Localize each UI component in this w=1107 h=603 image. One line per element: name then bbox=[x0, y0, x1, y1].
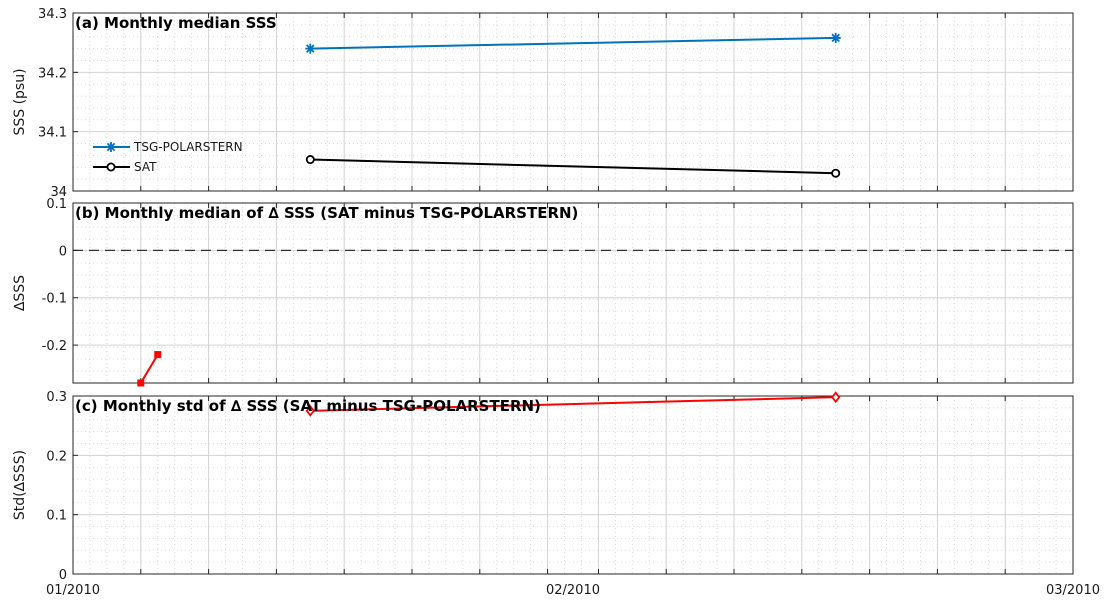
y-tick-label: 0 bbox=[59, 568, 67, 583]
marker-square bbox=[137, 379, 145, 387]
y-tick-label: 0.1 bbox=[46, 509, 67, 524]
series-line bbox=[310, 36, 836, 50]
x-tick-label: 03/2010 bbox=[1046, 583, 1100, 598]
marker-circle bbox=[106, 162, 116, 172]
marker-asterisk bbox=[830, 32, 841, 43]
y-tick-label: -0.1 bbox=[42, 292, 67, 307]
marker-diamond bbox=[831, 391, 841, 404]
series-line bbox=[310, 158, 836, 175]
marker-circle bbox=[305, 155, 315, 165]
marker-circle bbox=[831, 168, 841, 178]
y-tick-label: 0.1 bbox=[46, 197, 67, 212]
y-tick-label: 34.2 bbox=[38, 66, 67, 81]
x-tick-label: 01/2010 bbox=[46, 583, 100, 598]
series-2 bbox=[305, 155, 841, 178]
series-1 bbox=[305, 32, 841, 54]
y-tick-label: 34.3 bbox=[38, 7, 67, 22]
panel-title: (a) Monthly median SSS bbox=[75, 14, 277, 32]
y-tick-label: 0.2 bbox=[46, 449, 67, 464]
y-tick-label: 0.3 bbox=[46, 390, 67, 405]
y-axis-label: Std(∆SSS) bbox=[12, 450, 28, 520]
legend-label: TSG-POLARSTERN bbox=[133, 140, 243, 154]
series-line bbox=[310, 396, 836, 412]
legend-label: SAT bbox=[134, 160, 157, 174]
y-axis-label: ∆SSS bbox=[12, 275, 28, 312]
axes-box bbox=[72, 395, 1074, 575]
marker-asterisk bbox=[106, 142, 116, 152]
legend: TSG-POLARSTERN SAT bbox=[93, 140, 243, 174]
plot-area bbox=[73, 396, 1073, 574]
marker-asterisk bbox=[305, 43, 316, 54]
marker-diamond bbox=[305, 404, 315, 417]
plot-area bbox=[73, 203, 1073, 383]
panel-1: 34 34.1 34.2 34.3 SSS (psu) (a) Monthly media… bbox=[12, 7, 1074, 200]
plot-area bbox=[73, 13, 1073, 191]
panel-title: (b) Monthly median of ∆ SSS (SAT minus T… bbox=[75, 204, 578, 222]
panel-title: (c) Monthly std of ∆ SSS (SAT minus TSG-… bbox=[75, 397, 541, 415]
series-1 bbox=[305, 391, 841, 417]
series-line bbox=[139, 354, 159, 384]
y-tick-label: 34 bbox=[50, 185, 67, 200]
y-tick-label: -0.2 bbox=[42, 339, 67, 354]
series-1 bbox=[137, 351, 162, 387]
axes-box bbox=[72, 12, 1074, 192]
y-axis-label: SSS (psu) bbox=[12, 68, 28, 135]
x-tick-label: 02/2010 bbox=[546, 583, 600, 598]
y-tick-label: 34.1 bbox=[38, 126, 67, 141]
marker-square bbox=[154, 351, 162, 359]
panel-2: 0.1 0 -0.1 -0.2 ∆SSS (b) Monthly median of ∆ … bbox=[12, 197, 1074, 387]
axes-box bbox=[72, 202, 1074, 384]
panel-3: 0 0.1 0.2 0.3 Std(∆SSS) (c) Monthly std of ∆ … bbox=[12, 390, 1074, 583]
y-tick-label: 0 bbox=[59, 244, 67, 259]
